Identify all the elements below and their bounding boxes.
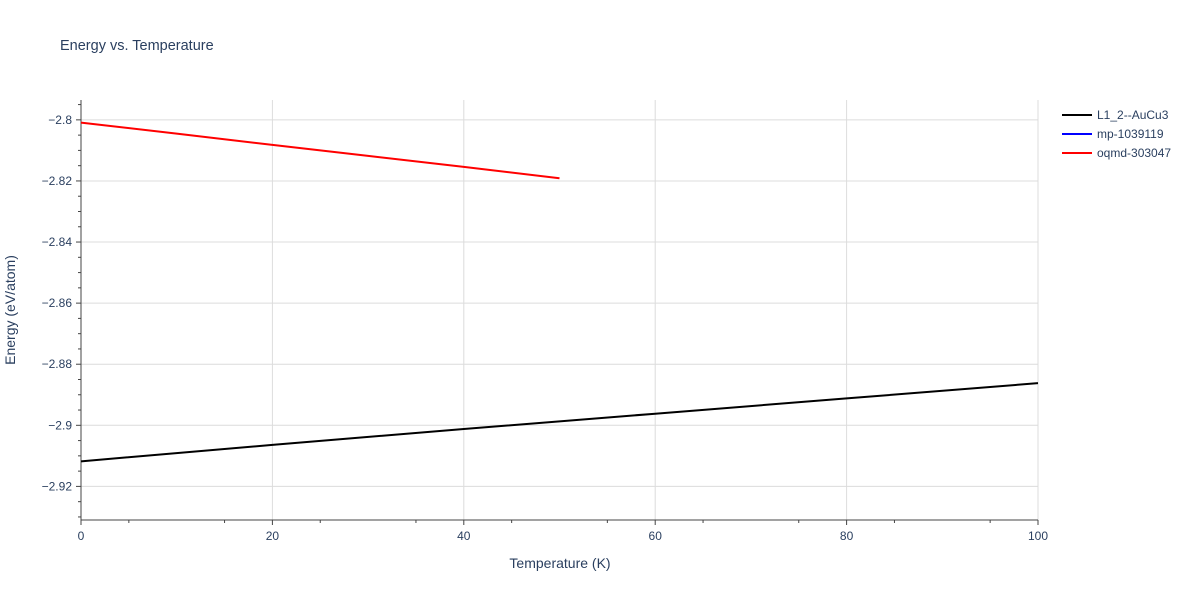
series-lines	[80, 121, 1039, 463]
chart-title: Energy vs. Temperature	[60, 38, 214, 54]
y-axis-title: Energy (eV/atom)	[2, 255, 18, 365]
y-tick-label: −2.8	[48, 113, 72, 127]
grid	[81, 100, 1039, 520]
series-line-L1_2--AuCu3	[80, 382, 1039, 463]
y-tick-label: −2.92	[42, 479, 73, 493]
x-tick-label: 80	[840, 529, 854, 543]
legend-label: oqmd-303047	[1097, 146, 1171, 160]
legend-item[interactable]: L1_2--AuCu3	[1062, 108, 1169, 122]
legend-item[interactable]: oqmd-303047	[1062, 146, 1171, 160]
y-tick-label: −2.88	[42, 357, 73, 371]
legend-label: L1_2--AuCu3	[1097, 108, 1169, 122]
x-tick-label: 20	[266, 529, 280, 543]
series-line-oqmd-303047	[80, 121, 560, 180]
x-tick-label: 40	[457, 529, 471, 543]
legend[interactable]: L1_2--AuCu3 mp-1039119 oqmd-303047	[1062, 108, 1171, 160]
legend-label: mp-1039119	[1097, 127, 1164, 141]
x-tick-label: 0	[78, 529, 85, 543]
y-tick-label: −2.9	[48, 418, 72, 432]
legend-item[interactable]: mp-1039119	[1062, 127, 1164, 141]
y-tick-label: −2.86	[42, 296, 73, 310]
tick-labels: 0 20 40 60 80 100 −2.8 −2.82 −2.84 −2.86 −2.88 −2.9…	[42, 113, 1049, 543]
y-tick-label: −2.82	[42, 174, 73, 188]
x-tick-label: 100	[1028, 529, 1048, 543]
y-tick-label: −2.84	[42, 235, 73, 249]
x-axis-title: Temperature (K)	[509, 555, 610, 571]
x-tick-label: 60	[649, 529, 663, 543]
axes	[76, 100, 1039, 525]
